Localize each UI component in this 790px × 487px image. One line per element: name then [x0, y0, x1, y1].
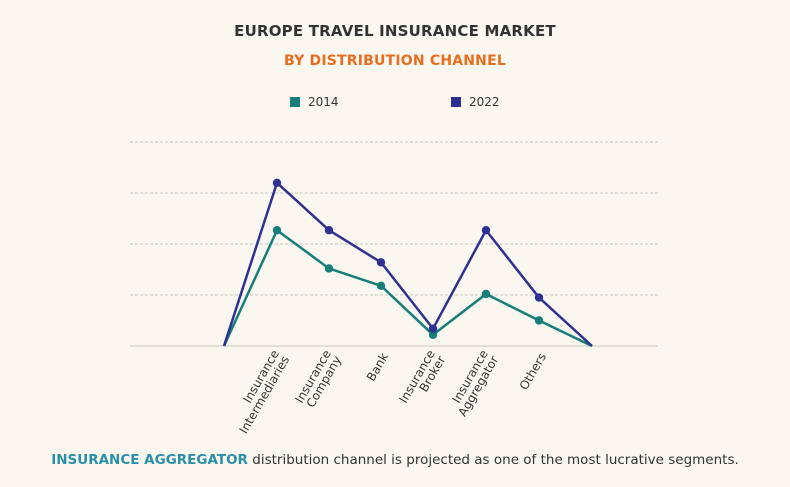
x-tick-label: Others [517, 351, 549, 393]
chart-subtitle: BY DISTRIBUTION CHANNEL [283, 53, 506, 69]
footer-text: distribution channel is projected as one… [247, 452, 739, 468]
legend-swatch-2022 [451, 97, 461, 107]
data-point-2014 [272, 226, 282, 235]
chart-title: EUROPE TRAVEL INSURANCE MARKET [234, 22, 556, 40]
data-point-2022 [324, 226, 334, 235]
data-point-2022 [534, 293, 544, 302]
data-point-2014 [481, 289, 491, 299]
legend-label-2014: 2014 [308, 95, 339, 109]
legend-item-2014: 2014 [290, 95, 339, 109]
footer-highlight: INSURANCE AGGREGATOR [51, 452, 248, 468]
footer-caption: INSURANCE AGGREGATOR distribution channe… [0, 452, 790, 468]
legend-label-2022: 2022 [469, 95, 500, 109]
legend-swatch-2014 [290, 97, 300, 107]
series-line-2014 [222, 228, 593, 348]
data-point-2014 [376, 281, 386, 291]
data-point-2014 [534, 316, 544, 325]
data-point-2014 [324, 264, 334, 273]
data-point-2022 [428, 324, 438, 333]
data-point-2022 [376, 258, 386, 267]
data-point-2022 [481, 226, 491, 235]
data-point-2014 [428, 330, 438, 339]
x-tick-label: Bank [364, 350, 391, 383]
legend-item-2022: 2022 [451, 95, 500, 109]
series-line-2022 [222, 181, 593, 347]
data-point-2022 [272, 178, 282, 187]
